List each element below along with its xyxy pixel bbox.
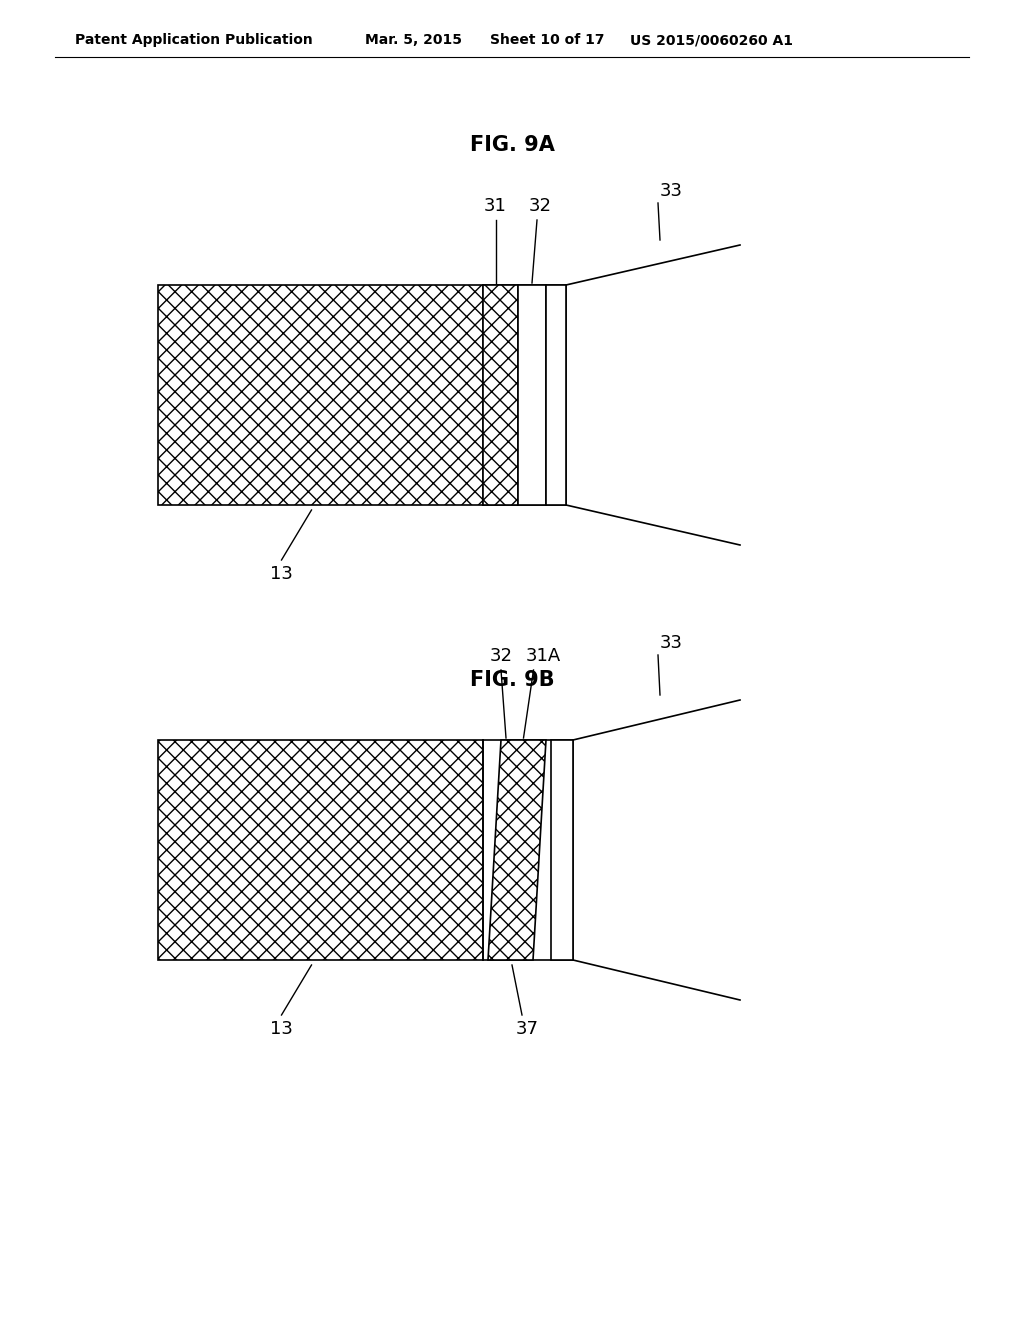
Text: 13: 13 — [270, 565, 293, 583]
Bar — [518, 285, 566, 506]
Text: FIG. 9B: FIG. 9B — [470, 671, 554, 690]
Text: 31: 31 — [484, 197, 507, 215]
Text: Sheet 10 of 17: Sheet 10 of 17 — [490, 33, 604, 48]
Text: Patent Application Publication: Patent Application Publication — [75, 33, 312, 48]
Text: 13: 13 — [270, 1020, 293, 1038]
Polygon shape — [488, 741, 546, 960]
Text: 37: 37 — [515, 1020, 539, 1038]
Text: 33: 33 — [660, 182, 683, 201]
Text: US 2015/0060260 A1: US 2015/0060260 A1 — [630, 33, 793, 48]
Text: 33: 33 — [660, 634, 683, 652]
Bar — [483, 741, 573, 960]
Bar — [546, 285, 566, 506]
Bar — [158, 741, 483, 960]
Bar — [158, 285, 483, 506]
Text: 31A: 31A — [526, 647, 561, 665]
Bar — [518, 285, 546, 506]
Text: Mar. 5, 2015: Mar. 5, 2015 — [365, 33, 462, 48]
Text: 32: 32 — [528, 197, 552, 215]
Bar — [551, 741, 573, 960]
Bar — [483, 285, 518, 506]
Text: FIG. 9A: FIG. 9A — [470, 135, 554, 154]
Text: 32: 32 — [489, 647, 512, 665]
